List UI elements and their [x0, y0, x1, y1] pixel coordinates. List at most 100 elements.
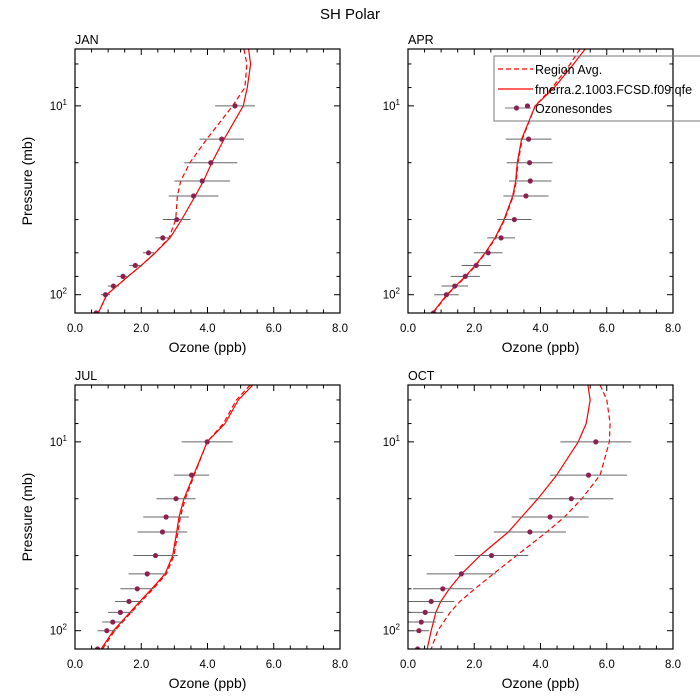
obs-point	[443, 292, 450, 298]
obs-point	[145, 250, 152, 256]
y-tick-base: 10	[383, 290, 396, 302]
y-tick-base: 10	[50, 437, 63, 449]
y-tick-exponent: 1	[63, 98, 68, 107]
y-tick-label: 101	[383, 98, 401, 113]
obs-point	[416, 628, 422, 634]
x-tick-label: 6.0	[266, 323, 282, 335]
obs-point	[173, 496, 179, 502]
y-tick-exponent: 2	[396, 623, 401, 632]
obs-point	[134, 586, 140, 592]
obs-point	[160, 235, 166, 241]
y-tick-exponent: 2	[63, 623, 68, 632]
obs-point	[547, 514, 553, 520]
x-tick-label: 6.0	[599, 659, 615, 671]
obs-point	[144, 571, 150, 577]
obs-point	[452, 283, 458, 289]
x-tick-label: 0.0	[400, 323, 416, 335]
y-tick-label: 101	[50, 434, 68, 449]
x-tick-label: 4.0	[533, 659, 549, 671]
y-tick-label: 101	[50, 98, 68, 113]
obs-point	[462, 273, 468, 279]
panel-title: JAN	[75, 33, 99, 47]
obs-point	[415, 646, 421, 649]
obs-point	[163, 514, 169, 520]
x-tick-label: 8.0	[665, 659, 681, 671]
legend-label-region-avg: Region Avg.	[535, 63, 602, 77]
obs-point	[527, 529, 533, 535]
obs-point	[511, 216, 517, 223]
plot-area	[94, 385, 254, 649]
panel-title: JUL	[75, 369, 97, 383]
obs-point	[120, 273, 126, 279]
obs-point	[104, 628, 110, 634]
plot-area	[430, 49, 586, 313]
obs-point	[159, 529, 166, 535]
obs-point	[568, 496, 574, 502]
x-tick-label: 8.0	[665, 323, 681, 335]
obs-point	[527, 178, 533, 184]
obs-point	[152, 552, 159, 559]
obs-point	[485, 250, 491, 256]
obs-point	[430, 310, 437, 313]
legend-box	[493, 55, 700, 122]
y-tick-label: 102	[50, 623, 68, 638]
legend-marker-icon	[513, 105, 520, 111]
series-line-region-avg	[102, 385, 251, 649]
obs-point	[208, 160, 214, 166]
y-tick-label: 102	[383, 287, 401, 302]
plot-frame	[407, 48, 674, 314]
x-tick-label: 0.0	[67, 659, 83, 671]
obs-point	[422, 609, 428, 615]
x-tick-label: 4.0	[200, 323, 216, 335]
obs-point	[189, 472, 195, 478]
x-axis-label: Ozone (ppb)	[169, 675, 247, 691]
y-tick-exponent: 1	[396, 98, 401, 107]
x-axis-label: Ozone (ppb)	[502, 675, 580, 691]
obs-point	[94, 646, 101, 649]
obs-point	[585, 472, 592, 478]
x-axis-label: Ozone (ppb)	[502, 339, 580, 355]
y-tick-base: 10	[383, 437, 396, 449]
obs-point	[473, 262, 479, 269]
y-tick-base: 10	[383, 101, 396, 113]
x-tick-label: 6.0	[266, 659, 282, 671]
y-axis-label: Pressure (mb)	[19, 137, 35, 226]
y-tick-exponent: 1	[63, 434, 68, 443]
obs-point	[232, 103, 238, 109]
x-tick-label: 2.0	[133, 323, 149, 335]
obs-point	[204, 439, 210, 445]
y-axis-label: Pressure (mb)	[19, 473, 35, 562]
obs-point	[117, 609, 123, 615]
x-tick-label: 0.0	[400, 659, 416, 671]
obs-point	[190, 193, 197, 199]
y-tick-base: 10	[50, 626, 63, 638]
plot-frame	[74, 384, 341, 650]
panel-title: OCT	[408, 369, 435, 383]
legend-marker-icon	[524, 103, 531, 109]
y-tick-label: 102	[50, 287, 68, 302]
obs-point	[110, 619, 116, 625]
x-axis-label: Ozone (ppb)	[169, 339, 247, 355]
obs-point	[523, 193, 529, 199]
y-tick-base: 10	[383, 626, 396, 638]
x-tick-label: 0.0	[67, 323, 83, 335]
x-tick-label: 2.0	[133, 659, 149, 671]
obs-point	[488, 552, 495, 559]
obs-point	[110, 283, 117, 289]
y-tick-label: 102	[383, 623, 401, 638]
x-tick-label: 4.0	[200, 659, 216, 671]
figure-title: SH Polar	[320, 6, 380, 23]
obs-point	[525, 136, 532, 142]
obs-point	[440, 586, 446, 592]
y-tick-base: 10	[50, 290, 63, 302]
y-tick-exponent: 2	[63, 287, 68, 296]
legend-label-model: fmerra.2.1003.FCSD.f09.qfe	[535, 83, 692, 97]
legend: Region Avg. fmerra.2.1003.FCSD.f09.qfe O…	[493, 55, 700, 122]
y-tick-exponent: 1	[396, 434, 401, 443]
